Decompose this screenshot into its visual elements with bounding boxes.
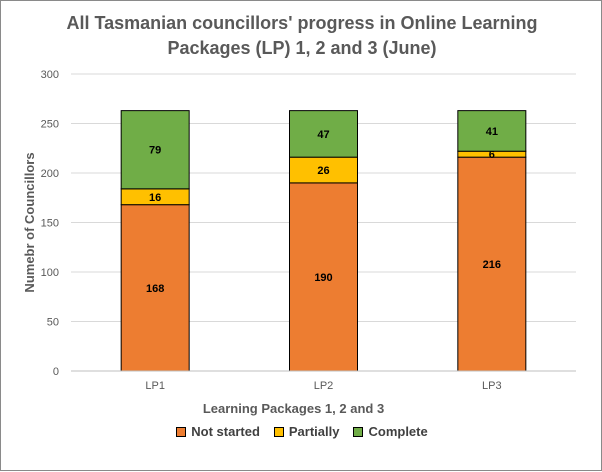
y-tick-label-50: 50 [47,317,59,329]
bar-lp2-complete [289,110,358,158]
y-tick-label-200: 200 [41,168,59,180]
x-axis-title: Learning Packages 1, 2 and 3 [203,401,384,416]
legend-item-complete: Complete [353,424,428,439]
legend-label-complete: Complete [368,424,428,439]
x-tick-label-lp1: LP1 [145,380,165,392]
bar-lp3-complete [457,110,527,152]
data-label-lp3-complete: 41 [486,126,498,138]
bar-lp1-complete [120,110,190,190]
y-tick-label-100: 100 [41,267,59,279]
chart-title-line-1: All Tasmanian councillors' progress in O… [66,13,538,33]
x-tick-label-lp2: LP2 [314,380,334,392]
chart-title: All Tasmanian councillors' progress in O… [1,11,602,61]
data-label-lp3-partially: 6 [489,149,495,161]
legend-label-not-started: Not started [191,424,260,439]
legend: Not started Partially Complete [1,424,602,439]
data-label-lp1-complete: 79 [149,145,161,157]
legend-swatch-complete [353,426,364,437]
legend-label-partially: Partially [288,424,340,439]
chart-title-line-2: Packages (LP) 1, 2 and 3 (June) [167,38,437,58]
data-label-lp3-not-started: 216 [483,259,501,271]
y-tick-label-250: 250 [41,119,59,131]
x-tick-label-lp3: LP3 [482,380,502,392]
bar-lp1-not-started [120,204,190,372]
data-label-lp1-partially: 16 [149,192,161,204]
data-label-lp1-not-started: 168 [146,283,164,295]
y-tick-label-300: 300 [41,69,59,81]
legend-swatch-not-started [176,426,187,437]
data-label-lp2-not-started: 190 [314,272,332,284]
y-tick-label-150: 150 [41,218,59,230]
data-label-lp2-complete: 47 [317,129,329,141]
data-label-lp2-partially: 26 [317,165,329,177]
legend-item-partially: Partially [273,424,340,439]
y-tick-label-0: 0 [53,366,59,378]
legend-item-not-started: Not started [176,424,260,439]
y-axis-title: Numebr of Councillors [22,152,37,292]
legend-swatch-partially [273,426,284,437]
